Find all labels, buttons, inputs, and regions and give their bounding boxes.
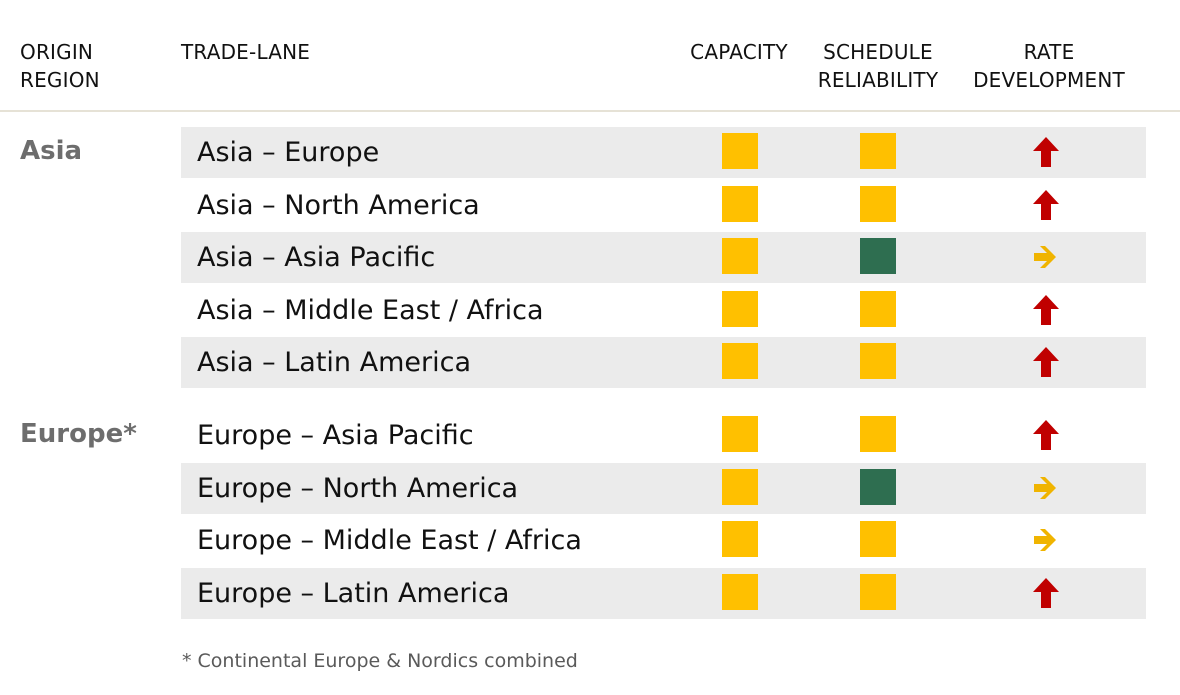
- arrow-up-icon: [1028, 417, 1064, 453]
- trade-lane-label: Asia – Middle East / Africa: [197, 295, 544, 326]
- table-row: Europe – North America: [181, 463, 1146, 514]
- header-origin-line1: ORIGIN: [20, 40, 94, 64]
- arrow-right-icon: [1028, 470, 1064, 506]
- trade-lane-label: Asia – Asia Pacific: [197, 242, 436, 273]
- arrow-up-icon: [1028, 575, 1064, 611]
- capacity-indicator: [722, 291, 758, 327]
- header-schedule-line1: SCHEDULE: [823, 40, 933, 64]
- schedule-reliability-indicator: [860, 574, 896, 610]
- schedule-reliability-indicator: [860, 416, 896, 452]
- trade-lane-label: Europe – Middle East / Africa: [197, 525, 582, 556]
- arrow-up-icon: [1028, 134, 1064, 170]
- capacity-indicator: [722, 574, 758, 610]
- trade-lane-label: Europe – North America: [197, 473, 519, 504]
- schedule-reliability-indicator: [860, 291, 896, 327]
- schedule-reliability-indicator: [860, 343, 896, 379]
- header-rate-line1: RATE: [1023, 40, 1075, 64]
- table-row: Asia – North America: [181, 180, 1146, 231]
- trade-lane-label: Asia – Europe: [197, 137, 380, 168]
- table-row: Asia – Middle East / Africa: [181, 285, 1146, 336]
- table-row: Europe – Asia Pacific: [181, 410, 1146, 461]
- table-row: Asia – Europe: [181, 127, 1146, 178]
- trade-lane-label: Asia – North America: [197, 190, 480, 221]
- region-label: Europe*: [20, 419, 137, 449]
- region-label: Asia: [20, 136, 83, 166]
- capacity-indicator: [722, 186, 758, 222]
- arrow-up-icon: [1028, 344, 1064, 380]
- schedule-reliability-indicator: [860, 133, 896, 169]
- arrow-up-icon: [1028, 187, 1064, 223]
- schedule-reliability-indicator: [860, 186, 896, 222]
- header-capacity: CAPACITY: [690, 40, 788, 64]
- header-origin-line2: REGION: [20, 68, 100, 92]
- header-trade-lane: TRADE-LANE: [181, 40, 311, 64]
- table-row: Europe – Middle East / Africa: [181, 515, 1146, 566]
- capacity-indicator: [722, 133, 758, 169]
- footnote: * Continental Europe & Nordics combined: [182, 650, 578, 672]
- schedule-reliability-indicator: [860, 521, 896, 557]
- trade-lane-label: Europe – Latin America: [197, 578, 510, 609]
- header-schedule-line2: RELIABILITY: [817, 68, 939, 92]
- arrow-right-icon: [1028, 239, 1064, 275]
- table-row: Europe – Latin America: [181, 568, 1146, 619]
- capacity-indicator: [722, 469, 758, 505]
- header-origin-region: ORIGIN REGION: [20, 38, 100, 94]
- header-divider: [0, 110, 1180, 112]
- header-rate-development: RATE DEVELOPMENT: [958, 38, 1140, 94]
- header-schedule-reliability: SCHEDULE RELIABILITY: [808, 38, 948, 94]
- capacity-indicator: [722, 238, 758, 274]
- table-row: Asia – Asia Pacific: [181, 232, 1146, 283]
- arrow-up-icon: [1028, 292, 1064, 328]
- header-rate-line2: DEVELOPMENT: [973, 68, 1125, 92]
- schedule-reliability-indicator: [860, 469, 896, 505]
- capacity-indicator: [722, 343, 758, 379]
- schedule-reliability-indicator: [860, 238, 896, 274]
- capacity-indicator: [722, 521, 758, 557]
- capacity-indicator: [722, 416, 758, 452]
- trade-lane-label: Asia – Latin America: [197, 347, 471, 378]
- trade-lane-label: Europe – Asia Pacific: [197, 420, 474, 451]
- table-row: Asia – Latin America: [181, 337, 1146, 388]
- arrow-right-icon: [1028, 522, 1064, 558]
